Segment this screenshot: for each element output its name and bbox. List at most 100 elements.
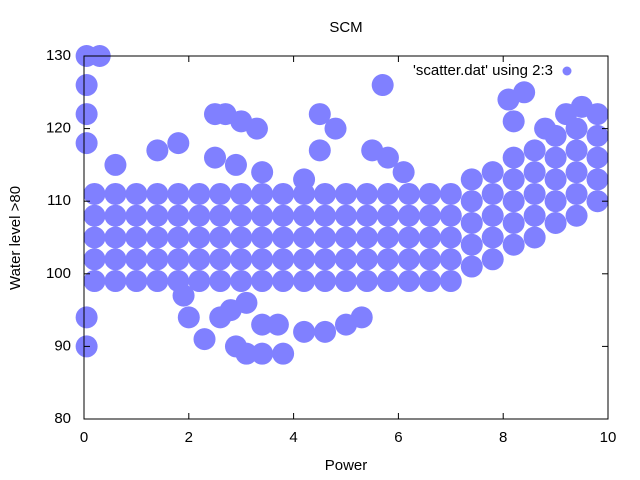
point bbox=[397, 248, 420, 271]
point bbox=[502, 190, 525, 213]
point bbox=[371, 74, 394, 97]
point bbox=[418, 182, 441, 205]
point bbox=[167, 182, 190, 205]
point bbox=[502, 233, 525, 256]
point bbox=[314, 226, 337, 249]
point bbox=[544, 190, 567, 213]
point bbox=[188, 248, 211, 271]
y-axis-label: Water level >80 bbox=[7, 186, 24, 290]
point bbox=[167, 248, 190, 271]
point bbox=[146, 226, 169, 249]
point bbox=[75, 306, 98, 329]
point bbox=[172, 284, 195, 307]
point bbox=[418, 204, 441, 227]
point bbox=[251, 182, 274, 205]
point bbox=[376, 182, 399, 205]
point bbox=[376, 248, 399, 271]
legend-label: 'scatter.dat' using 2:3 bbox=[413, 62, 553, 79]
point bbox=[460, 190, 483, 213]
plot-border bbox=[83, 55, 609, 420]
point bbox=[355, 226, 378, 249]
point bbox=[235, 291, 258, 314]
point bbox=[188, 270, 211, 293]
point bbox=[209, 226, 232, 249]
point bbox=[335, 226, 357, 249]
point bbox=[335, 182, 357, 205]
chart-title: SCM bbox=[329, 19, 362, 36]
point bbox=[544, 168, 567, 191]
legend-marker bbox=[562, 66, 572, 76]
point bbox=[460, 233, 483, 256]
point bbox=[314, 182, 337, 205]
point bbox=[565, 204, 588, 227]
point bbox=[565, 161, 588, 184]
point bbox=[272, 226, 295, 249]
point bbox=[272, 248, 295, 271]
point bbox=[272, 270, 295, 293]
point bbox=[235, 342, 258, 365]
point bbox=[251, 342, 274, 365]
point bbox=[523, 161, 546, 184]
point bbox=[188, 226, 211, 249]
point bbox=[439, 182, 462, 205]
point bbox=[293, 270, 316, 293]
point bbox=[83, 226, 106, 249]
point bbox=[146, 204, 169, 227]
point bbox=[75, 132, 98, 155]
point bbox=[481, 161, 504, 184]
point bbox=[324, 117, 347, 140]
point bbox=[204, 146, 226, 169]
point bbox=[418, 226, 441, 249]
point bbox=[177, 306, 200, 329]
point bbox=[75, 103, 98, 126]
point bbox=[83, 182, 106, 205]
point bbox=[209, 204, 232, 227]
point bbox=[523, 204, 546, 227]
x-tick-label: 10 bbox=[600, 429, 617, 446]
point bbox=[209, 270, 232, 293]
point bbox=[586, 146, 609, 169]
point bbox=[230, 182, 253, 205]
point bbox=[230, 204, 253, 227]
point bbox=[104, 153, 127, 176]
point bbox=[481, 204, 504, 227]
point bbox=[193, 328, 216, 351]
point bbox=[586, 124, 609, 147]
point bbox=[251, 204, 274, 227]
point bbox=[481, 248, 504, 271]
point bbox=[350, 306, 373, 329]
point bbox=[376, 146, 399, 169]
point bbox=[167, 204, 190, 227]
point bbox=[104, 182, 127, 205]
y-tick-label: 90 bbox=[54, 337, 71, 354]
x-tick-label: 0 bbox=[80, 429, 88, 446]
point bbox=[376, 270, 399, 293]
point bbox=[251, 161, 274, 184]
y-tick-label: 110 bbox=[47, 192, 71, 209]
point bbox=[565, 139, 588, 162]
point bbox=[481, 182, 504, 205]
x-tick-label: 2 bbox=[185, 429, 193, 446]
point bbox=[308, 139, 331, 162]
point bbox=[502, 211, 525, 234]
point bbox=[460, 211, 483, 234]
point bbox=[146, 182, 169, 205]
point bbox=[146, 248, 169, 271]
point bbox=[230, 226, 253, 249]
point bbox=[418, 248, 441, 271]
x-tick-label: 8 bbox=[499, 429, 507, 446]
point bbox=[397, 226, 420, 249]
point bbox=[586, 168, 609, 191]
point bbox=[293, 168, 316, 191]
point bbox=[308, 103, 331, 126]
point bbox=[251, 313, 274, 336]
point bbox=[293, 320, 316, 343]
point bbox=[502, 168, 525, 191]
point bbox=[570, 95, 593, 118]
point bbox=[513, 81, 536, 104]
point bbox=[586, 190, 609, 213]
point bbox=[188, 182, 211, 205]
y-tick-label: 100 bbox=[46, 265, 71, 282]
point bbox=[439, 226, 462, 249]
